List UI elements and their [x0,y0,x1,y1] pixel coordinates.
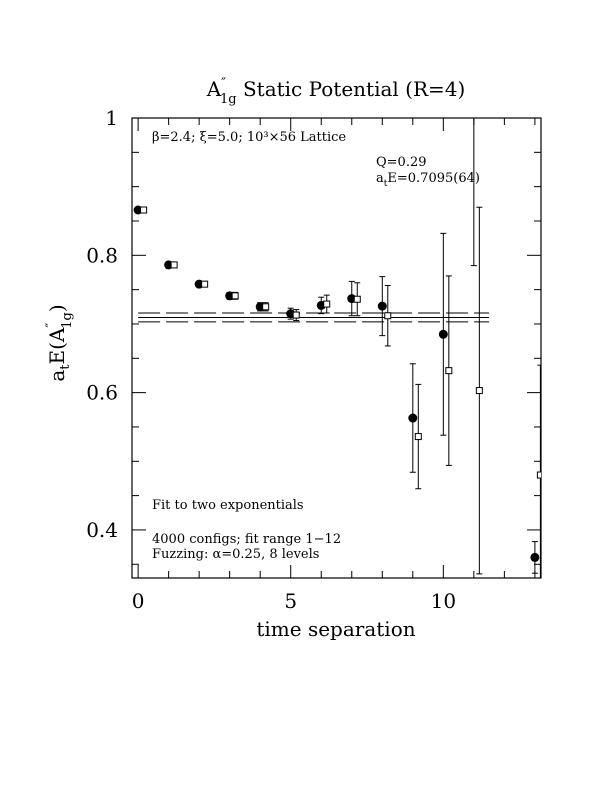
plot-frame [131,117,542,579]
square-point [414,383,422,490]
circle-marker [408,413,418,423]
x-tick-label: 10 [431,589,456,613]
square-point [475,206,483,575]
circle-marker [438,329,448,339]
fit-band [138,312,490,323]
x-axis-label: time separation [256,617,415,641]
annotation-fit-type: Fit to two exponentials [152,498,304,513]
square-marker [170,261,178,269]
axis-ticks [132,117,541,578]
square-point [201,280,209,288]
square-point [231,291,239,300]
square-marker [445,367,453,375]
square-marker [292,311,300,319]
data-points [133,79,541,578]
square-marker [536,471,541,479]
square-marker [384,312,392,320]
annotation-fuzzing: Fuzzing: α=0.25, 8 levels [152,547,319,562]
square-point [445,275,453,466]
annotation-energy: atE=0.7095(64) [376,171,480,189]
square-point [384,285,392,347]
circle-point [469,79,478,267]
square-point [353,282,361,317]
circle-point [377,276,387,337]
square-marker [414,433,422,441]
square-point [292,309,300,322]
y-tick-label: 0.6 [86,381,118,405]
square-point [170,261,178,269]
square-point [262,302,270,312]
square-marker [353,295,361,303]
square-marker [323,300,331,308]
square-point [323,294,331,314]
y-tick-label: 0.8 [86,243,118,267]
square-point [536,364,541,578]
annotation-configs: 4000 configs; fit range 1−12 [152,532,341,547]
square-marker [475,387,483,395]
x-tick-label: 5 [284,589,297,613]
x-tick-label: 0 [132,589,145,613]
y-axis-label: atE(A″1g) [44,304,75,381]
chart-title: A″ 1g Static Potential (R=4) [206,76,466,107]
circle-point [438,232,448,436]
y-tick-label: 0.4 [86,518,118,542]
circle-marker [530,552,540,562]
y-tick-label: 1 [105,106,118,130]
square-marker [262,303,270,311]
circle-marker [469,79,478,88]
circle-point [530,541,540,574]
square-marker [231,292,239,300]
tick-labels: 0 5 10 0.4 0.6 0.8 1 [86,106,456,613]
square-marker [140,206,148,214]
square-marker [201,280,209,288]
circle-marker [377,301,387,311]
annotation-q: Q=0.29 [376,155,427,170]
annotation-lattice: β=2.4; ξ=5.0; 10³×56 Lattice [152,130,346,145]
square-point [140,206,148,214]
circle-point [408,363,418,473]
